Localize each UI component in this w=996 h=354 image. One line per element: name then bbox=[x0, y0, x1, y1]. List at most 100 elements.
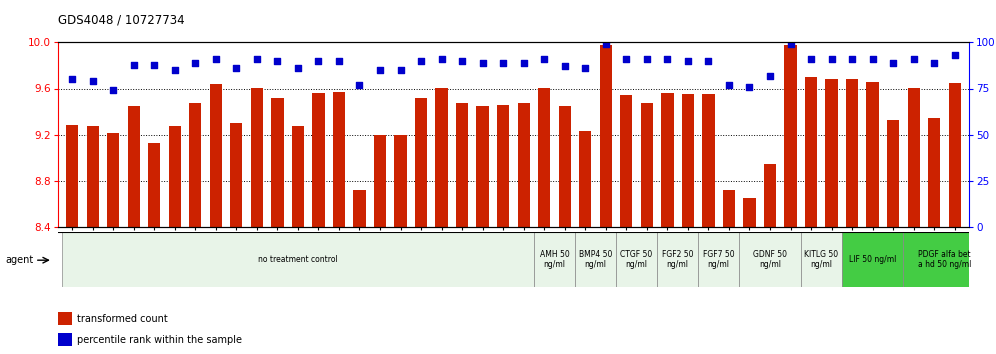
Text: no treatment control: no treatment control bbox=[258, 255, 338, 264]
Bar bbox=[251, 88, 263, 227]
Bar bbox=[785, 45, 797, 227]
Text: percentile rank within the sample: percentile rank within the sample bbox=[77, 335, 242, 345]
Point bbox=[331, 58, 347, 64]
Bar bbox=[867, 81, 878, 227]
Bar bbox=[579, 131, 592, 227]
Point bbox=[926, 60, 942, 65]
Bar bbox=[292, 126, 304, 227]
Point bbox=[865, 56, 880, 62]
Point bbox=[721, 82, 737, 88]
Bar bbox=[127, 106, 139, 227]
Point bbox=[85, 78, 101, 84]
Point bbox=[249, 56, 265, 62]
Bar bbox=[168, 126, 181, 227]
Bar bbox=[87, 126, 99, 227]
Bar bbox=[230, 123, 242, 227]
Bar bbox=[801, 232, 842, 287]
Bar bbox=[456, 103, 468, 227]
Bar bbox=[189, 103, 201, 227]
Point bbox=[64, 76, 80, 82]
Bar bbox=[764, 164, 776, 227]
Bar bbox=[948, 83, 961, 227]
Bar bbox=[702, 94, 714, 227]
Point bbox=[495, 60, 511, 65]
Point bbox=[516, 60, 532, 65]
Bar bbox=[805, 77, 817, 227]
Bar bbox=[497, 104, 509, 227]
Point bbox=[352, 82, 368, 88]
Point bbox=[125, 62, 141, 67]
Bar bbox=[657, 232, 698, 287]
Point bbox=[700, 58, 716, 64]
Text: agent: agent bbox=[5, 255, 33, 265]
Bar bbox=[107, 133, 120, 227]
Bar bbox=[313, 93, 325, 227]
Point bbox=[680, 58, 696, 64]
Point bbox=[741, 84, 757, 90]
Point bbox=[187, 60, 203, 65]
Bar bbox=[743, 198, 756, 227]
Bar bbox=[907, 88, 920, 227]
Point bbox=[557, 64, 573, 69]
Bar bbox=[739, 232, 801, 287]
Point bbox=[106, 87, 122, 93]
Bar bbox=[575, 232, 617, 287]
Bar bbox=[640, 103, 653, 227]
Bar bbox=[374, 135, 386, 227]
Text: GDS4048 / 10727734: GDS4048 / 10727734 bbox=[58, 13, 184, 26]
Bar bbox=[148, 143, 160, 227]
Point bbox=[824, 56, 840, 62]
Bar bbox=[209, 84, 222, 227]
Bar bbox=[617, 232, 657, 287]
Bar bbox=[600, 45, 612, 227]
Bar bbox=[58, 312, 72, 325]
Bar bbox=[271, 98, 284, 227]
Bar bbox=[476, 106, 489, 227]
Point bbox=[166, 67, 182, 73]
Point bbox=[392, 67, 408, 73]
Point bbox=[619, 56, 634, 62]
Bar bbox=[559, 106, 571, 227]
Bar bbox=[394, 135, 406, 227]
Point bbox=[536, 56, 552, 62]
Point bbox=[762, 73, 778, 79]
Text: FGF2 50
ng/ml: FGF2 50 ng/ml bbox=[662, 250, 693, 269]
Text: FGF7 50
ng/ml: FGF7 50 ng/ml bbox=[703, 250, 734, 269]
Text: AMH 50
ng/ml: AMH 50 ng/ml bbox=[540, 250, 570, 269]
Bar bbox=[534, 232, 575, 287]
Point bbox=[311, 58, 327, 64]
Point bbox=[638, 56, 654, 62]
Point bbox=[783, 41, 799, 47]
Point bbox=[598, 41, 614, 47]
Point bbox=[433, 56, 449, 62]
Bar bbox=[928, 118, 940, 227]
Point bbox=[905, 56, 921, 62]
Bar bbox=[887, 120, 899, 227]
Text: transformed count: transformed count bbox=[77, 314, 167, 324]
Point bbox=[454, 58, 470, 64]
Bar bbox=[66, 125, 79, 227]
Bar bbox=[903, 232, 985, 287]
Text: PDGF alfa bet
a hd 50 ng/ml: PDGF alfa bet a hd 50 ng/ml bbox=[917, 250, 971, 269]
Text: LIF 50 ng/ml: LIF 50 ng/ml bbox=[849, 255, 896, 264]
Point bbox=[885, 60, 901, 65]
Text: KITLG 50
ng/ml: KITLG 50 ng/ml bbox=[804, 250, 839, 269]
Bar bbox=[518, 103, 530, 227]
Bar bbox=[681, 94, 694, 227]
Text: CTGF 50
ng/ml: CTGF 50 ng/ml bbox=[621, 250, 652, 269]
Bar bbox=[661, 93, 673, 227]
Point bbox=[413, 58, 429, 64]
Point bbox=[146, 62, 162, 67]
Bar bbox=[538, 88, 551, 227]
Point bbox=[803, 56, 819, 62]
Bar bbox=[698, 232, 739, 287]
Point bbox=[228, 65, 244, 71]
Bar bbox=[354, 190, 366, 227]
Text: BMP4 50
ng/ml: BMP4 50 ng/ml bbox=[579, 250, 613, 269]
Bar bbox=[415, 98, 427, 227]
Bar bbox=[62, 232, 534, 287]
Bar bbox=[826, 79, 838, 227]
Point bbox=[659, 56, 675, 62]
Point bbox=[947, 52, 963, 58]
Point bbox=[578, 65, 594, 71]
